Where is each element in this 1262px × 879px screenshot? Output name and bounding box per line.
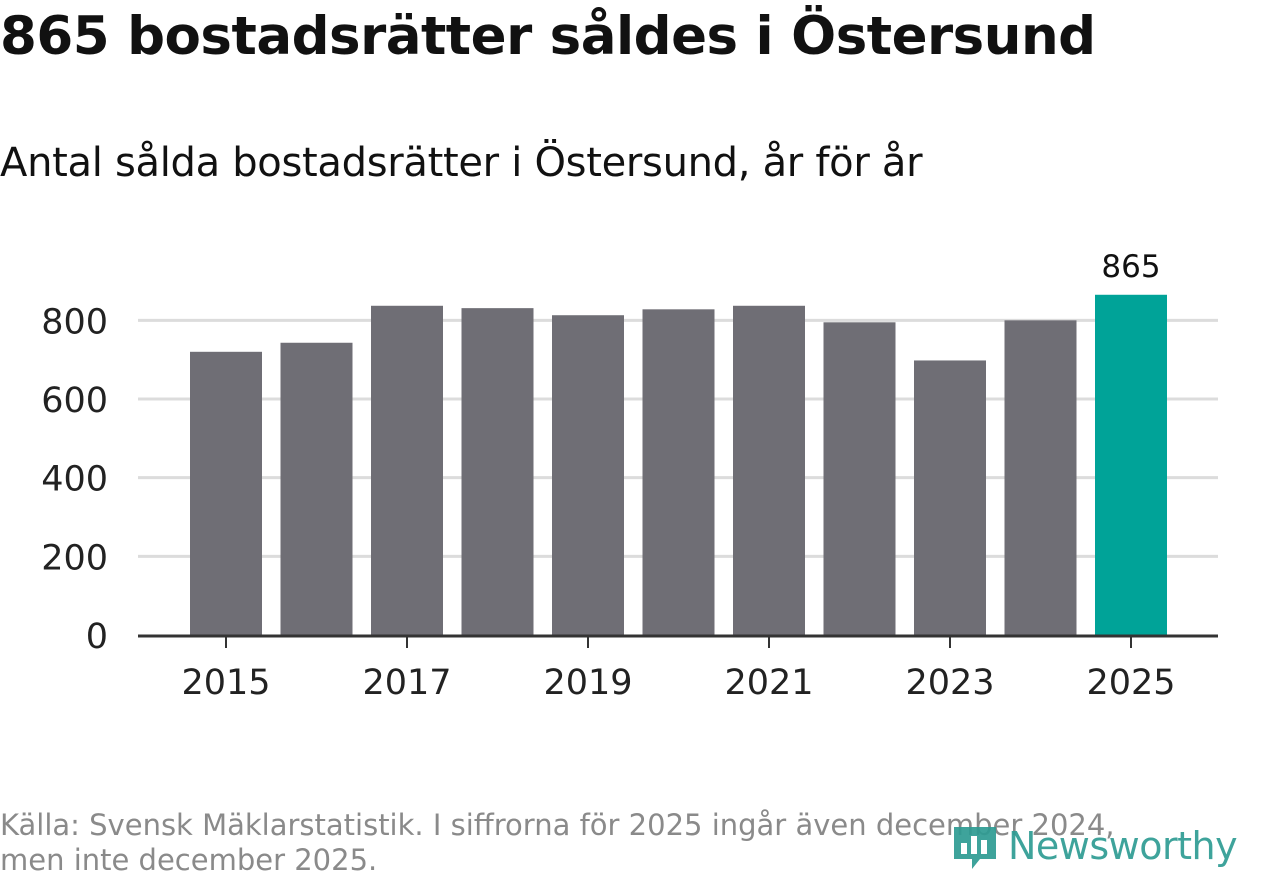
x-axis-labels: 2015 2017 2019 2021 2023 2025 bbox=[181, 663, 1175, 703]
newsworthy-chart-icon bbox=[954, 827, 996, 869]
y-tick-label-800: 800 bbox=[41, 302, 108, 342]
bar-2023 bbox=[914, 360, 986, 635]
bar-2022 bbox=[823, 322, 896, 635]
bar-2020 bbox=[642, 309, 715, 635]
x-tick-label-2017: 2017 bbox=[362, 663, 451, 703]
bar-2024 bbox=[1004, 320, 1077, 635]
bar-2021 bbox=[733, 305, 805, 635]
y-tick-label-0: 0 bbox=[86, 617, 108, 657]
source-note: Källa: Svensk Mäklarstatistik. I siffror… bbox=[0, 808, 1200, 878]
y-tick-label-600: 600 bbox=[41, 381, 108, 421]
bar-2019 bbox=[552, 315, 624, 635]
data-labels: 865 bbox=[1101, 249, 1160, 285]
logo-text: Newsworthy bbox=[1008, 824, 1238, 868]
x-tick-label-2023: 2023 bbox=[905, 663, 994, 703]
data-label-2025: 865 bbox=[1101, 249, 1160, 285]
x-tick-label-2019: 2019 bbox=[543, 663, 632, 703]
chart-title: 865 bostadsrätter såldes i Östersund bbox=[0, 6, 1096, 67]
y-tick-label-400: 400 bbox=[41, 460, 108, 500]
x-tick-label-2021: 2021 bbox=[724, 663, 813, 703]
x-tick-label-2015: 2015 bbox=[181, 663, 270, 703]
source-line-1: Källa: Svensk Mäklarstatistik. I siffror… bbox=[0, 808, 1115, 842]
source-line-2: men inte december 2025. bbox=[0, 843, 378, 877]
bar-2015 bbox=[190, 351, 262, 635]
bar-2017 bbox=[371, 305, 443, 635]
bar-2025 bbox=[1095, 294, 1167, 635]
y-axis-labels: 0 200 400 600 800 bbox=[41, 302, 108, 657]
newsworthy-logo: Newsworthy bbox=[950, 818, 1238, 874]
bars bbox=[190, 294, 1167, 635]
bar-2016 bbox=[280, 342, 353, 635]
x-axis bbox=[138, 634, 1218, 648]
y-tick-label-200: 200 bbox=[41, 538, 108, 578]
bar-chart: 0 200 400 600 800 2015 2017 2019 2021 2023 2025 8… bbox=[41, 249, 1218, 703]
bar-2018 bbox=[461, 308, 534, 635]
x-tick-label-2025: 2025 bbox=[1086, 663, 1175, 703]
chart-subtitle: Antal sålda bostadsrätter i Östersund, å… bbox=[0, 140, 923, 186]
